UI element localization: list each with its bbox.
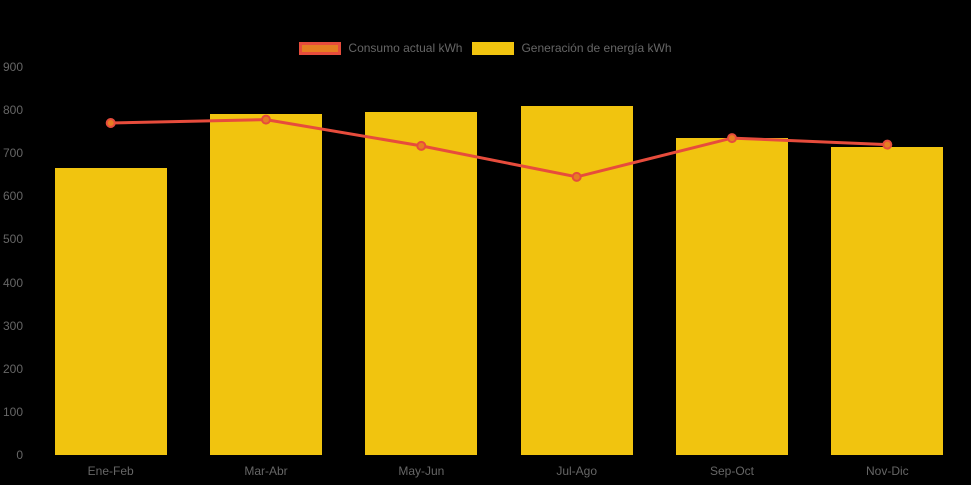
y-tick-label: 400 [2,275,23,290]
x-tick-label: Jul-Ago [556,464,597,478]
y-axis: 0 100 200 300 400 500 600 700 800 900 [0,60,23,462]
point-Sep-Oct[interactable] [727,133,737,144]
point-May-Jun[interactable] [416,140,427,151]
x-tick-label: Mar-Abr [244,464,288,478]
legend-item-consumo[interactable]: Consumo actual kWh [299,41,462,55]
legend-label-generacion: Generación de energía kWh [521,41,672,55]
x-tick-label: Nov-Dic [865,464,909,478]
bar-Jul-Ago[interactable] [520,105,633,455]
chart-legend: Consumo actual kWh Generación de energía… [0,40,971,56]
plot-area [33,67,965,455]
consumo-line [110,118,888,179]
x-tick-label: Sep-Oct [709,464,755,478]
bar-Mar-Abr[interactable] [210,114,322,455]
y-tick-label: 100 [2,404,23,419]
bar-Sep-Oct[interactable] [676,138,788,455]
point-Nov-Dic[interactable] [882,139,893,150]
bar-Ene-Feb[interactable] [54,168,167,455]
y-tick-label: 800 [2,103,23,118]
x-axis: Ene-Feb Mar-Abr May-Jun Jul-Ago Sep-Oct Nov-D… [33,464,965,482]
bar-May-Jun[interactable] [365,112,478,455]
bar-Nov-Dic[interactable] [831,146,944,455]
point-Jul-Ago[interactable] [571,171,582,182]
consumo-line-layer [105,114,893,182]
x-tick-label: May-Jun [398,464,445,478]
legend-swatch-generacion [472,41,515,55]
y-tick-label: 900 [2,60,23,74]
legend-item-generacion[interactable]: Generación de energía kWh [472,41,672,55]
y-tick-label: 500 [2,232,23,247]
legend-swatch-consumo [299,41,342,55]
y-tick-label: 0 [16,448,23,462]
y-tick-label: 200 [2,361,23,376]
point-Mar-Abr[interactable] [261,114,271,125]
y-tick-label: 700 [2,146,23,161]
y-tick-label: 300 [2,318,23,333]
point-Ene-Feb[interactable] [105,118,116,128]
y-tick-label: 600 [2,189,23,204]
x-tick-label: Ene-Feb [87,464,134,478]
legend-label-consumo: Consumo actual kWh [348,41,463,55]
